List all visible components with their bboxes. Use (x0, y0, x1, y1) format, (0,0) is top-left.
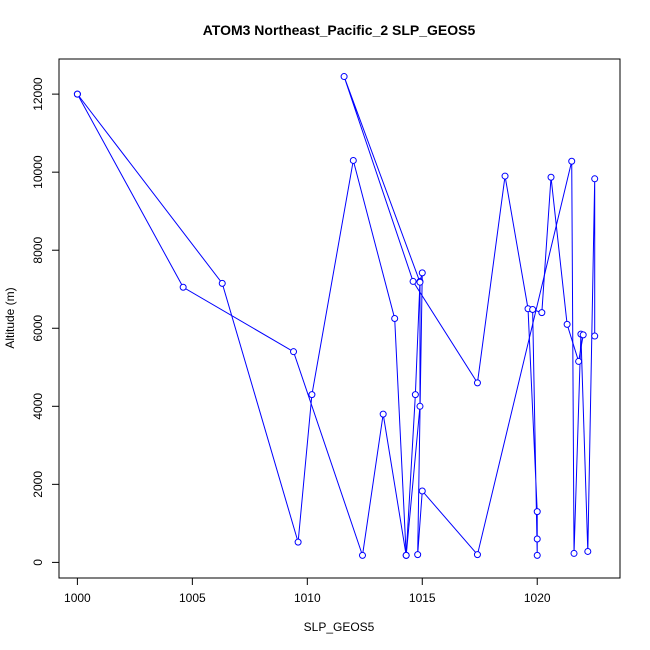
y-axis-label: Altitude (m) (3, 287, 17, 348)
series-line-1 (76, 93, 596, 556)
y-axis: 0 2000 4000 6000 8000 10000 12000 (31, 77, 60, 566)
data-point (591, 175, 599, 183)
data-point (379, 410, 387, 418)
data-point (418, 269, 426, 277)
data-point (218, 279, 226, 287)
data-point (294, 538, 302, 546)
y-tick-label: 2000 (31, 471, 45, 498)
data-point (391, 315, 399, 322)
x-tick-label: 1005 (179, 591, 206, 605)
data-point (402, 551, 410, 559)
data-point (416, 402, 424, 410)
data-point (179, 283, 187, 291)
data-point (547, 173, 555, 181)
data-point (473, 551, 481, 559)
x-tick-label: 1010 (294, 591, 321, 605)
y-tick-label: 0 (31, 559, 45, 566)
data-point (501, 172, 509, 180)
x-tick-label: 1015 (409, 591, 436, 605)
data-point (308, 391, 316, 399)
data-point (579, 331, 587, 339)
x-tick-label: 1000 (64, 591, 91, 605)
y-tick-label: 6000 (31, 315, 45, 342)
data-point (340, 73, 348, 81)
data-point (570, 549, 578, 557)
x-tick-label: 1020 (524, 591, 551, 605)
data-point (414, 551, 422, 559)
y-tick-label: 10000 (31, 155, 45, 189)
data-point (349, 156, 357, 164)
data-point (533, 551, 541, 559)
x-axis-label: SLP_GEOS5 (304, 620, 375, 634)
data-point (538, 309, 546, 317)
data-point (584, 547, 592, 555)
data-point (568, 157, 576, 165)
data-point (533, 508, 541, 516)
data-point (533, 535, 541, 543)
chart-title: ATOM3 Northeast_Pacific_2 SLP_GEOS5 (203, 22, 476, 38)
series-layer (73, 73, 599, 559)
data-point (575, 357, 583, 365)
data-point (473, 379, 481, 387)
data-point (409, 277, 417, 285)
y-tick-label: 12000 (31, 77, 45, 111)
data-point (529, 306, 537, 314)
data-point (358, 551, 366, 559)
x-axis: 1000 1005 1010 1015 1020 (64, 577, 551, 605)
data-point (73, 90, 81, 98)
data-point (411, 391, 419, 399)
data-point (418, 487, 426, 495)
data-point (290, 348, 298, 356)
y-tick-label: 8000 (31, 237, 45, 264)
data-point (416, 278, 424, 286)
data-point (563, 320, 571, 328)
y-tick-label: 4000 (31, 393, 45, 420)
series-line-2 (76, 76, 584, 556)
data-point (591, 332, 599, 340)
